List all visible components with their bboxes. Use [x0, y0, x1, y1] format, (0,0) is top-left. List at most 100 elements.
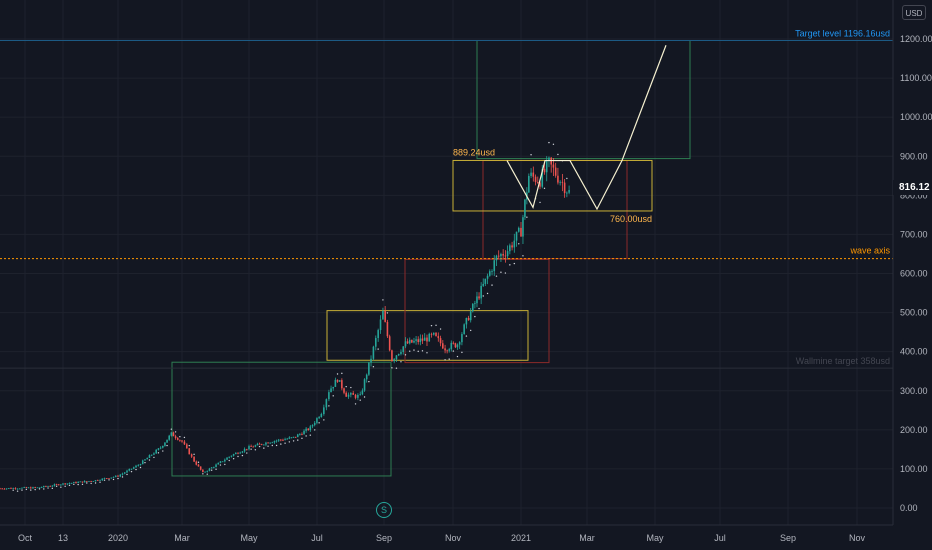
annotation-labels: Target level 1196.16usd wave axis Wallmine…: [453, 29, 891, 367]
sar-dot: [359, 399, 361, 401]
price-tick-label: 400.00: [900, 347, 928, 357]
candle-body: [5, 488, 8, 490]
sar-dot: [368, 380, 370, 383]
sar-dot: [126, 473, 128, 476]
candle-body: [114, 475, 117, 477]
candle-body: [172, 432, 175, 437]
consolidation-box-1: [326, 310, 529, 361]
sar-dot: [456, 355, 459, 358]
candle-body: [170, 432, 173, 436]
candle-body: [217, 462, 220, 465]
candle-body: [150, 454, 153, 456]
candle-body: [62, 483, 64, 485]
candle-body: [374, 338, 377, 347]
sar-dot: [482, 295, 484, 297]
sar-dot: [183, 436, 186, 439]
candle-body: [313, 422, 316, 426]
sar-dot: [461, 351, 463, 354]
sar-dot: [301, 437, 303, 440]
sar-dot: [206, 473, 208, 475]
sar-dot: [237, 455, 239, 458]
candle-body: [435, 332, 437, 337]
candle-body: [465, 318, 468, 325]
candle-body: [471, 303, 474, 312]
sar-dot: [444, 359, 446, 361]
candle-body: [280, 439, 282, 441]
sar-dot: [246, 452, 248, 454]
time-tick-label: 2021: [511, 533, 531, 543]
split-event-marker[interactable]: S: [376, 502, 392, 518]
candle-body: [437, 336, 440, 339]
candle-body: [250, 446, 252, 447]
candle-body: [352, 393, 355, 395]
candle-body: [370, 358, 372, 363]
sar-dot: [174, 431, 177, 433]
candle-body: [166, 439, 168, 443]
sar-dot: [465, 335, 468, 337]
projection-line: [506, 45, 667, 211]
range-high-label: 889.24usd: [453, 147, 495, 157]
candle-body: [458, 342, 461, 345]
candle-body: [343, 388, 345, 393]
price-axis[interactable]: 0.00 100.00 200.00 300.00 400.00 500.00 600.00…: [900, 34, 932, 513]
candle-body: [461, 334, 463, 343]
sar-dot: [430, 324, 433, 327]
sar-dot: [73, 483, 75, 486]
sar-dot: [241, 454, 244, 457]
sar-dot: [193, 453, 195, 456]
range-low-label: 760.00usd: [610, 214, 652, 224]
candle-body: [99, 480, 101, 481]
sar-dot: [491, 284, 493, 286]
sar-dot: [77, 483, 79, 486]
sar-dot: [280, 443, 282, 445]
candle-body: [128, 469, 131, 471]
sar-dot: [263, 447, 265, 449]
sar-dot: [318, 422, 320, 424]
candle-body: [235, 452, 237, 455]
candle-body: [395, 355, 398, 360]
candle-body: [269, 442, 271, 444]
candle-body: [162, 445, 164, 448]
candle-body: [179, 439, 181, 441]
candle-body: [397, 353, 400, 356]
candle-body: [379, 319, 382, 331]
candle-body: [88, 481, 90, 482]
candle-body: [338, 380, 341, 382]
time-axis[interactable]: Oct 13 2020 Mar May Jul Sep Nov 2021 Mar May Jul Sep…: [18, 533, 866, 543]
sar-dot: [341, 372, 343, 375]
candle-body: [530, 172, 532, 176]
projection-path: [506, 45, 667, 211]
sar-dot: [139, 466, 142, 469]
time-tick-label: Jul: [714, 533, 726, 543]
candle-body: [23, 487, 25, 488]
candle-body: [357, 394, 359, 398]
sar-dot: [250, 448, 252, 450]
time-tick-label: 13: [58, 533, 68, 543]
accumulation-box: [171, 361, 392, 477]
sar-dot: [382, 299, 384, 301]
horizontal-levels: [0, 40, 893, 369]
candle-body: [273, 441, 276, 443]
sar-dot: [219, 464, 222, 466]
candle-body: [506, 251, 509, 257]
currency-badge[interactable]: USD: [902, 5, 926, 20]
candle-body: [215, 464, 217, 467]
price-tick-label: 1200.00: [900, 34, 932, 44]
sar-dot: [543, 187, 546, 190]
candle-body: [323, 407, 325, 415]
candle-body: [318, 417, 320, 419]
sar-dot: [526, 216, 528, 218]
sar-dot: [55, 485, 58, 487]
candle-body: [148, 455, 151, 458]
candle-body: [456, 344, 459, 348]
sar-dot: [566, 177, 568, 180]
candle-body: [296, 434, 299, 438]
candle-body: [204, 471, 206, 473]
candle-body: [210, 467, 213, 469]
sar-dot: [548, 141, 550, 144]
sar-dot: [121, 476, 124, 478]
candle-body: [55, 484, 58, 486]
candle-body: [130, 468, 133, 470]
time-tick-label: Nov: [445, 533, 462, 543]
